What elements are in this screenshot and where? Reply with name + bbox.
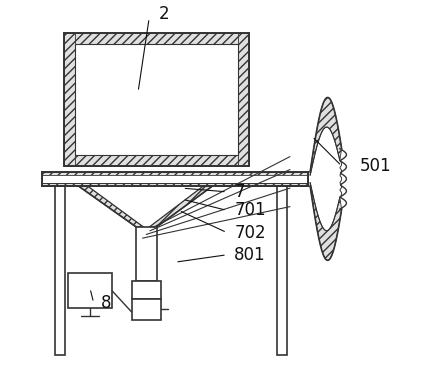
Text: 7: 7 [234,183,244,201]
Text: 2: 2 [158,5,169,23]
Bar [131,299,161,320]
Bar [276,186,286,355]
Bar [42,175,307,183]
Polygon shape [310,183,341,260]
Polygon shape [310,97,341,175]
Polygon shape [79,186,143,227]
Bar [55,186,65,355]
Text: 8: 8 [101,294,111,312]
Polygon shape [310,97,341,260]
Bar [237,33,248,166]
Bar [64,33,248,44]
Text: 501: 501 [359,157,391,175]
Bar [75,44,237,155]
Bar [64,155,248,166]
Text: 701: 701 [234,202,265,219]
Polygon shape [88,186,202,227]
Polygon shape [149,186,212,227]
Bar [42,175,307,183]
Bar [64,33,75,166]
Text: 702: 702 [234,224,265,241]
Bar [42,171,307,175]
Text: 801: 801 [234,246,265,264]
Bar [67,273,112,308]
Bar [131,281,161,299]
Bar [136,227,156,281]
Bar [64,33,248,166]
Bar [75,44,237,155]
Bar [42,171,307,186]
Bar [42,183,307,186]
